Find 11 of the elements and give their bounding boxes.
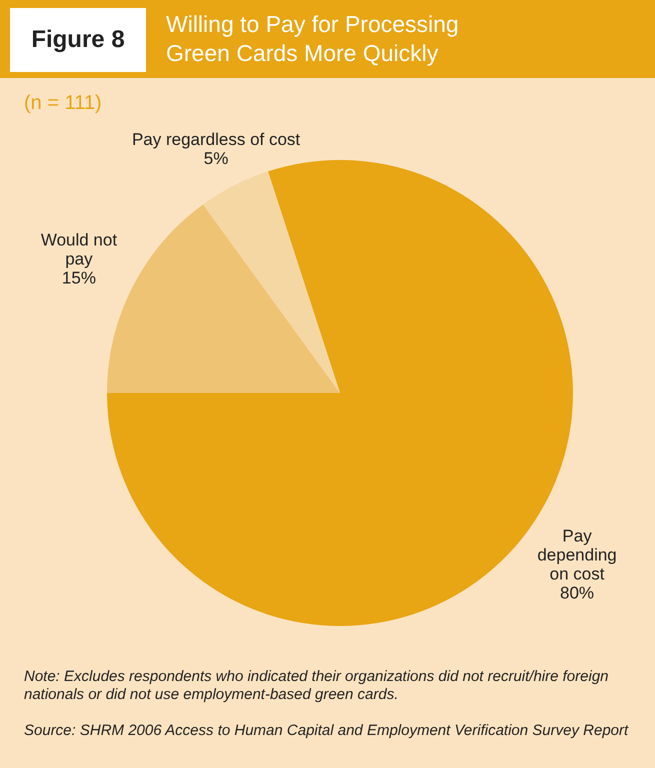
- data-label: 5%: [204, 148, 228, 168]
- text: Note: Excludes respondents who indicated their organizations did not recruit/hire foreign nationals or did not use employment-based green cards.: [24, 668, 610, 704]
- slice-label: Pay depending on cost: [537, 526, 617, 584]
- source-note: Source: SHRM 2006 Access to Human Capital and Employment Verification Survey Report: [24, 722, 630, 740]
- chart-subtitle: (n = 111): [24, 92, 102, 115]
- caption: Figure 8: [8, 6, 148, 74]
- slice-label: Would not pay: [40, 230, 118, 269]
- chart-title: Willing to Pay for Processing Green Cards More Quickly: [166, 10, 460, 68]
- data-label: 15%: [62, 268, 96, 288]
- data-label: 80%: [560, 583, 594, 602]
- slice-label: Pay regardless of cost: [132, 130, 300, 149]
